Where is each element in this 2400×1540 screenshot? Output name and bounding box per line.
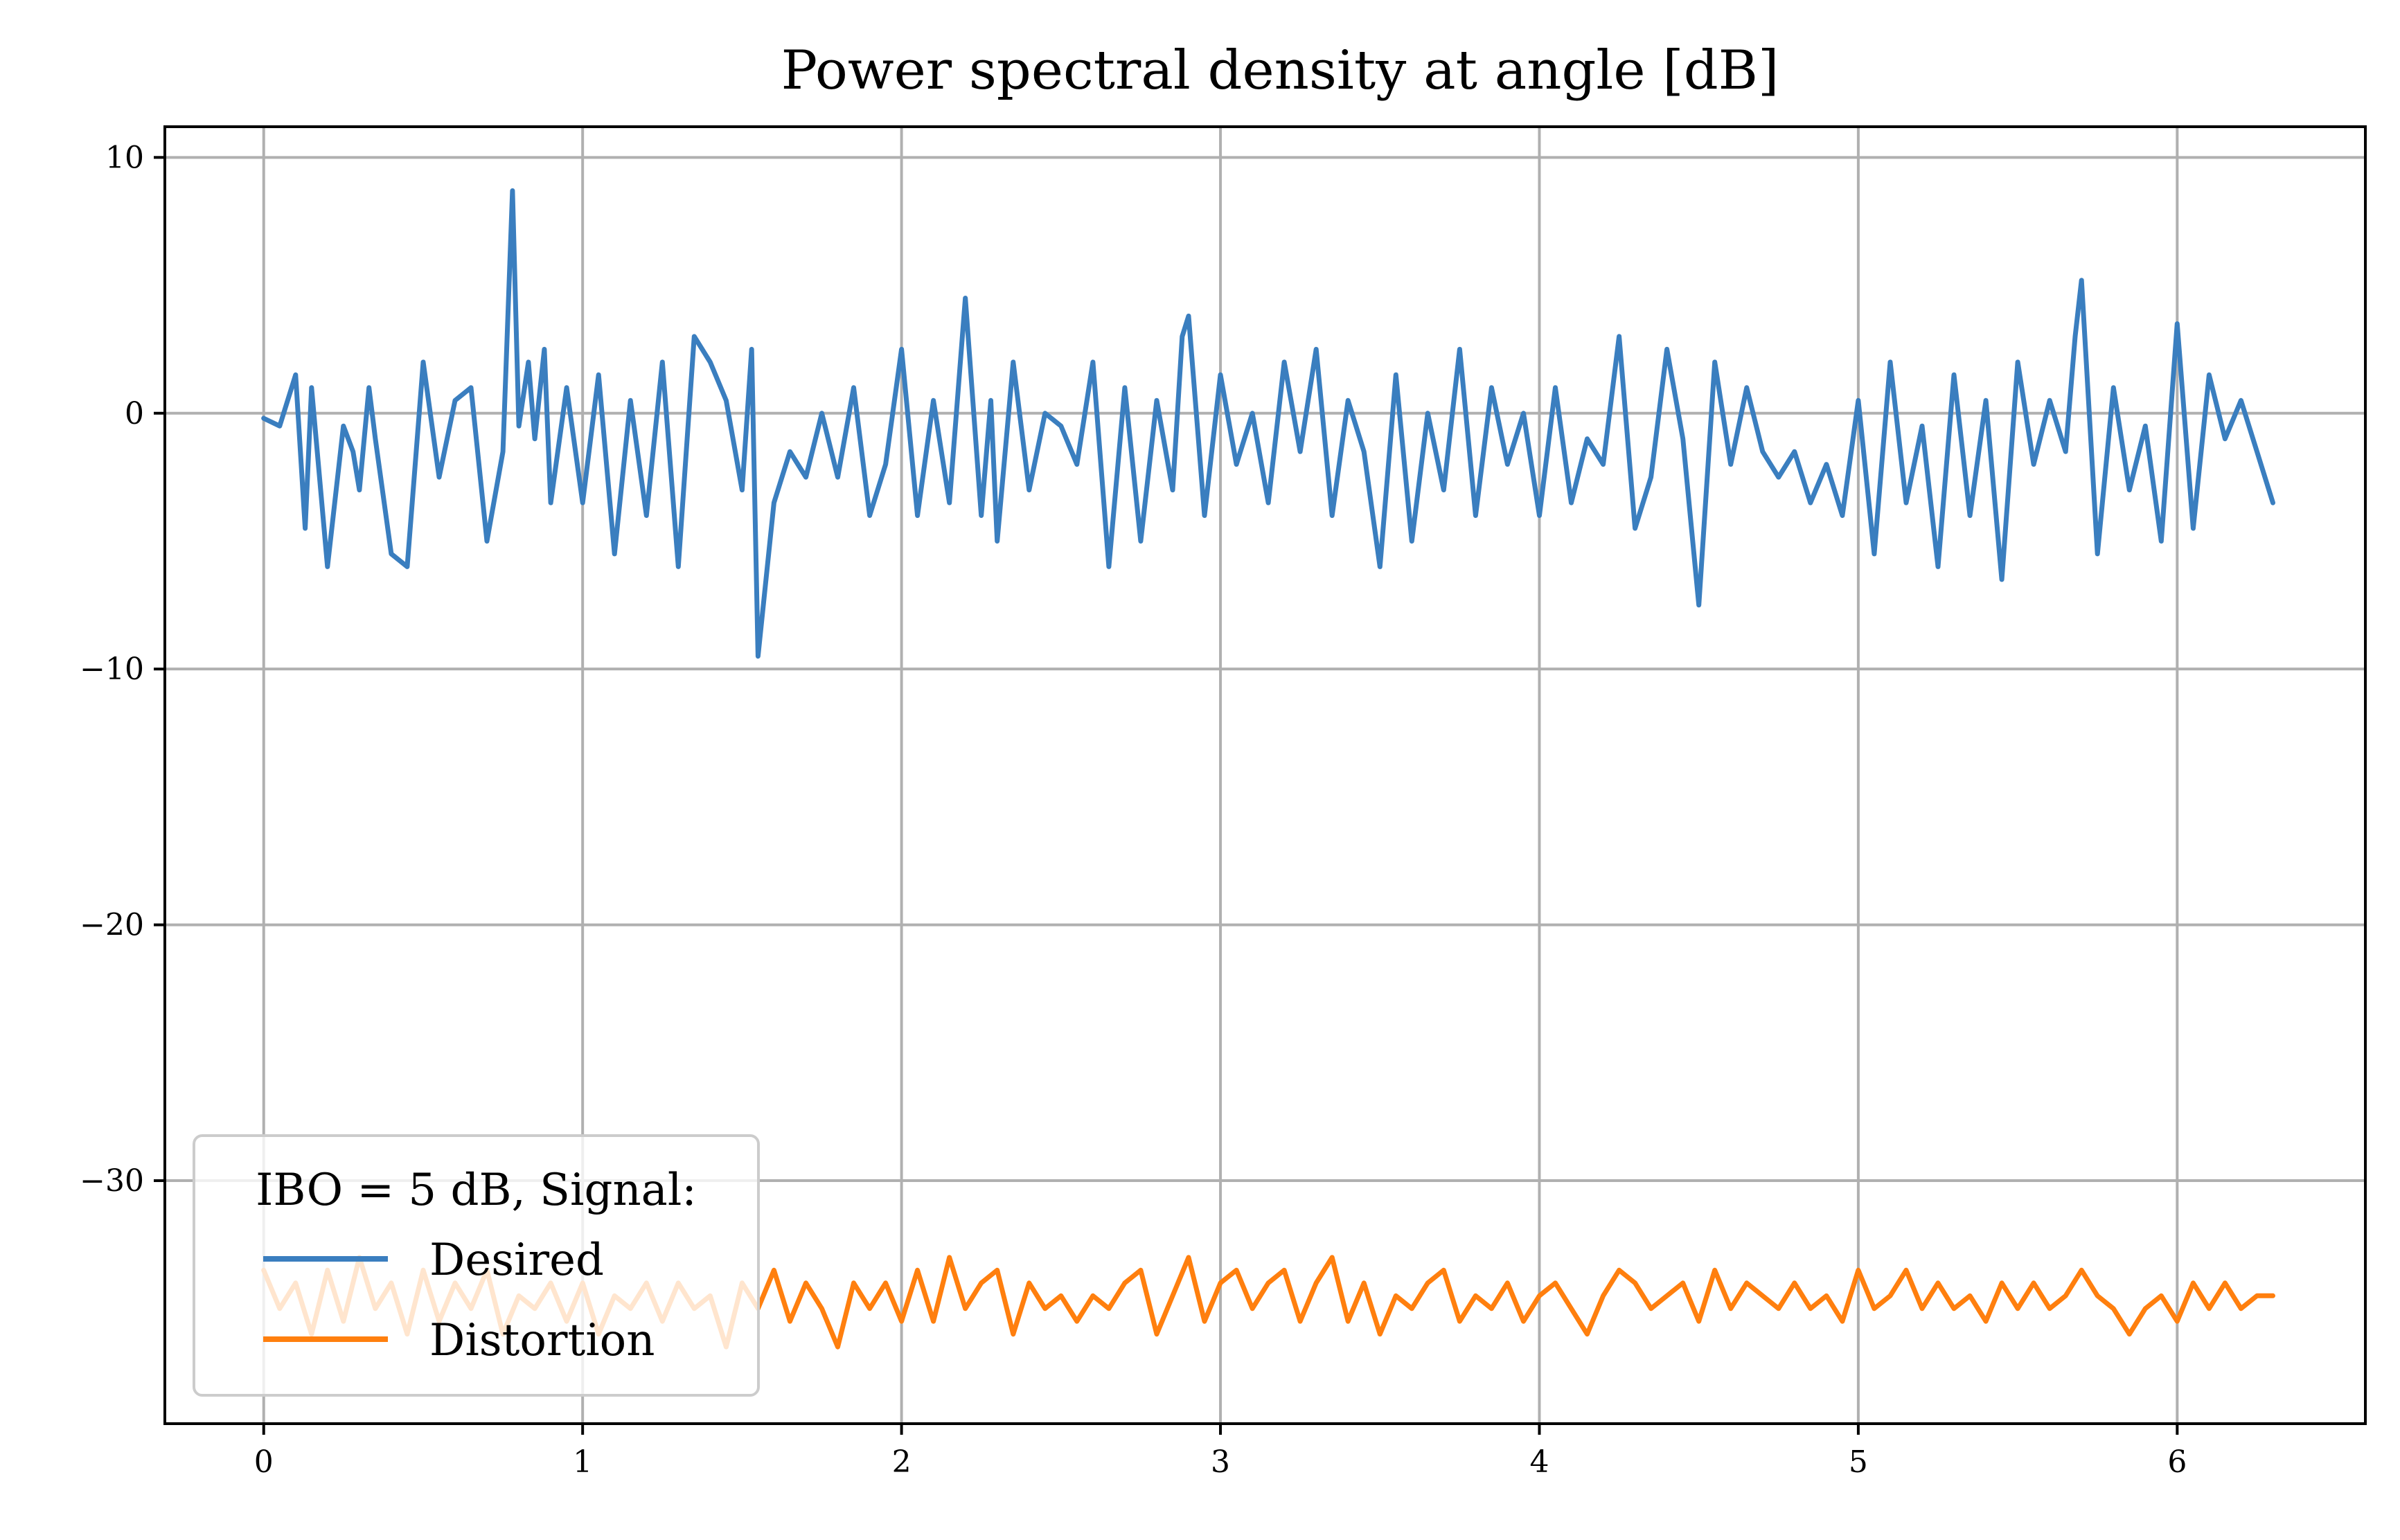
legend-title: IBO = 5 dB, Signal:: [256, 1165, 697, 1216]
x-tick-label: 5: [1849, 1444, 1868, 1480]
chart-title: Power spectral density at angle [dB]: [781, 39, 1779, 102]
legend-label-desired: Desired: [429, 1235, 604, 1286]
x-tick-label: 0: [254, 1444, 274, 1480]
x-tick-label: 1: [573, 1444, 592, 1480]
y-tick-label: −20: [80, 908, 144, 943]
axis-ticks: 0 1 2 3 4 5 6 10 0 −10 −20 −30: [80, 140, 2187, 1480]
series-line-desired: [261, 188, 2275, 659]
legend-box: [193, 1134, 760, 1397]
y-tick-label: 0: [125, 396, 144, 431]
y-tick-label: 10: [105, 140, 144, 175]
legend: IBO = 5 dB, Signal: Desired Distortion: [193, 1134, 760, 1397]
x-tick-label: 4: [1529, 1444, 1549, 1480]
x-tick-label: 6: [2167, 1444, 2187, 1480]
plot-frame: [163, 125, 2367, 1425]
x-tick-label: 3: [1211, 1444, 1230, 1480]
y-tick-label: −10: [80, 652, 144, 687]
legend-label-distortion: Distortion: [429, 1315, 655, 1366]
x-tick-label: 2: [892, 1444, 912, 1480]
y-tick-label: −30: [80, 1163, 144, 1199]
